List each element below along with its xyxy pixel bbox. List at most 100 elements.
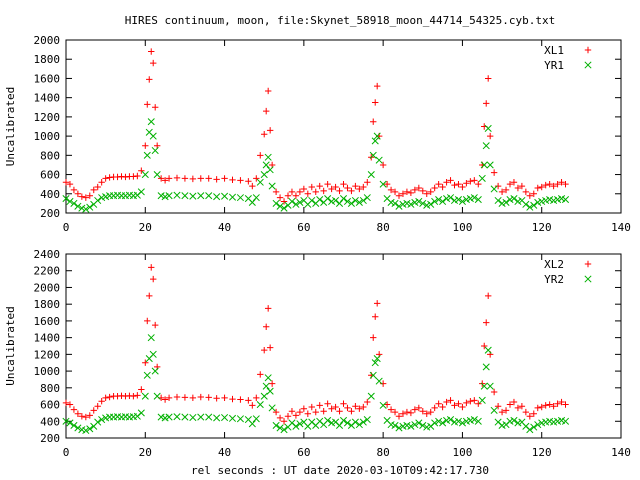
data-point	[197, 413, 205, 421]
y-tick-label: 400	[40, 415, 60, 428]
data-point	[312, 188, 319, 196]
data-point	[316, 402, 323, 409]
y-tick-label: 1200	[34, 348, 61, 361]
data-point	[364, 398, 371, 406]
data-point	[435, 417, 443, 425]
data-point	[427, 408, 434, 416]
data-point	[411, 186, 419, 194]
data-point	[144, 317, 151, 325]
data-point	[367, 392, 375, 400]
x-tick-label: 60	[297, 446, 310, 459]
data-point	[138, 167, 145, 174]
data-point	[165, 394, 173, 402]
data-point	[391, 199, 399, 207]
data-point	[296, 420, 304, 428]
data-point	[484, 75, 492, 82]
data-point	[296, 408, 304, 416]
x-tick-label: 0	[63, 446, 70, 459]
data-point	[272, 188, 280, 196]
data-point	[340, 400, 347, 407]
data-point	[502, 198, 510, 206]
data-point	[455, 180, 462, 188]
data-point	[446, 194, 455, 202]
data-point	[262, 161, 270, 169]
data-point	[498, 408, 506, 416]
data-point	[252, 415, 260, 423]
data-point	[431, 184, 438, 192]
data-point	[554, 400, 561, 407]
data-point	[264, 305, 272, 312]
x-tick-label: 0	[63, 221, 70, 234]
data-point	[280, 426, 288, 434]
data-point	[256, 400, 264, 409]
data-point	[336, 408, 343, 415]
data-point	[372, 313, 379, 320]
series-XL2	[62, 264, 569, 425]
data-point	[360, 403, 367, 411]
series-YR2	[62, 334, 570, 435]
data-point	[363, 194, 371, 202]
legend-marker	[584, 46, 592, 54]
data-point	[431, 419, 439, 427]
data-point	[229, 176, 236, 184]
data-point	[102, 394, 109, 402]
data-point	[253, 175, 260, 182]
data-point	[562, 401, 569, 408]
data-point	[435, 180, 442, 188]
data-point	[518, 403, 526, 410]
data-point	[98, 179, 105, 186]
data-point	[94, 183, 101, 191]
data-point	[151, 104, 159, 111]
data-point	[161, 177, 169, 184]
data-point	[181, 192, 189, 200]
data-point	[260, 392, 268, 400]
x-tick-label: 20	[139, 446, 152, 459]
data-point	[542, 402, 549, 409]
data-point	[486, 132, 494, 140]
data-point	[373, 354, 381, 363]
data-point	[484, 346, 492, 354]
data-point	[276, 202, 284, 210]
data-point	[373, 132, 381, 140]
x-tick-label: 100	[452, 446, 472, 459]
data-point	[266, 127, 274, 134]
data-point	[237, 177, 244, 184]
data-point	[423, 410, 430, 417]
data-point	[542, 181, 549, 189]
data-point	[82, 205, 90, 213]
data-point	[205, 175, 212, 182]
data-point	[86, 203, 94, 211]
data-point	[66, 401, 74, 408]
data-point	[86, 412, 93, 419]
data-point	[538, 183, 545, 191]
data-point	[144, 101, 151, 108]
data-point	[173, 191, 181, 199]
data-point	[328, 405, 335, 412]
y-tick-label: 400	[40, 188, 60, 201]
data-point	[415, 197, 423, 206]
data-point	[292, 200, 300, 208]
data-point	[431, 404, 438, 412]
data-point	[181, 413, 189, 421]
y-tick-label: 1800	[34, 298, 61, 311]
data-point	[435, 195, 443, 204]
bottom-plot-panel: 0 20 40 60 80 100 120 140 200 400 600 800 1000 1200 14…	[4, 248, 631, 459]
data-point	[379, 380, 387, 387]
data-point	[446, 416, 455, 424]
data-point	[455, 400, 462, 407]
data-point	[526, 203, 534, 211]
data-point	[415, 184, 423, 192]
chart-title: HIRES continuum, moon, file:Skynet_58918…	[125, 14, 555, 27]
data-point	[383, 180, 391, 188]
data-point	[470, 194, 478, 202]
data-point	[546, 401, 553, 408]
data-point	[407, 409, 415, 417]
data-point	[369, 151, 377, 159]
data-point	[261, 130, 268, 138]
data-point	[288, 197, 296, 206]
data-point	[213, 395, 220, 402]
data-point	[300, 405, 308, 412]
data-point	[150, 59, 157, 67]
data-point	[395, 192, 403, 199]
data-point	[395, 424, 403, 432]
